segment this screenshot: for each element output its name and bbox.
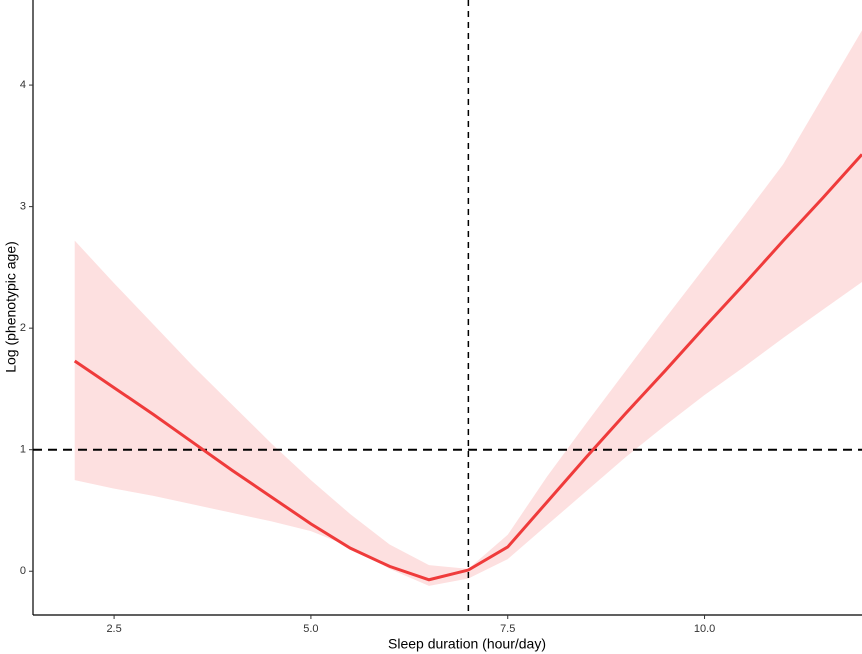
y-tick-label: 0 xyxy=(20,565,26,577)
x-tick-label: 5.0 xyxy=(303,623,318,635)
y-tick-label: 3 xyxy=(20,201,26,213)
fit-line xyxy=(73,153,862,582)
y-axis-label: Log (phenotypic age) xyxy=(3,241,19,373)
y-tick-label: 1 xyxy=(20,444,26,456)
x-axis-label: Sleep duration (hour/day) xyxy=(388,636,546,652)
confidence-band xyxy=(74,30,862,586)
x-tick-label: 7.5 xyxy=(500,623,515,635)
x-tick-label: 2.5 xyxy=(106,623,121,635)
x-tick-label: 10.0 xyxy=(694,623,715,635)
y-tick-label: 4 xyxy=(20,79,26,91)
y-tick-label: 2 xyxy=(20,322,26,334)
